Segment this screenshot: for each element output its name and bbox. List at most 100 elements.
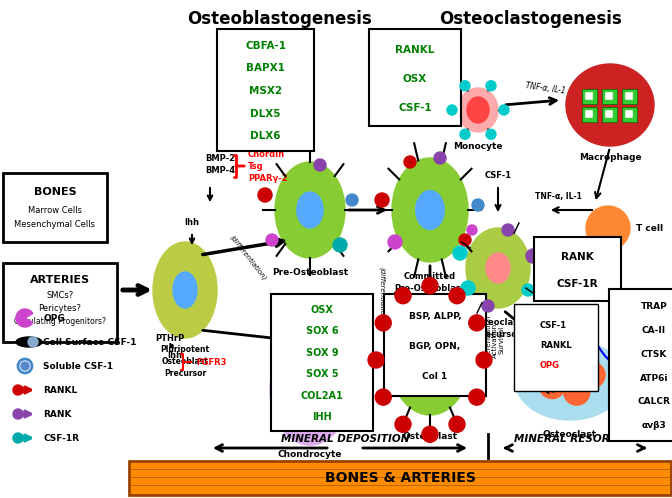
Text: SOX 5: SOX 5 (306, 370, 338, 379)
Ellipse shape (270, 335, 350, 445)
Circle shape (266, 234, 278, 246)
Ellipse shape (392, 158, 468, 262)
FancyBboxPatch shape (601, 107, 616, 122)
Circle shape (395, 288, 411, 304)
Text: BGP, OPN,: BGP, OPN, (409, 342, 460, 351)
FancyBboxPatch shape (625, 110, 633, 118)
Text: SOX 9: SOX 9 (306, 348, 338, 358)
Text: CSF-1: CSF-1 (540, 321, 567, 330)
Text: Chondrocyte: Chondrocyte (278, 450, 342, 459)
Ellipse shape (566, 64, 654, 146)
Ellipse shape (28, 337, 38, 347)
Text: CA-II: CA-II (642, 326, 666, 335)
Text: BMP-2: BMP-2 (205, 153, 235, 162)
FancyBboxPatch shape (601, 89, 616, 104)
Text: Monocyte: Monocyte (453, 142, 503, 151)
Text: CSF-1: CSF-1 (398, 103, 432, 113)
Circle shape (333, 238, 347, 252)
Circle shape (375, 389, 391, 405)
Text: Osteoblast: Osteoblast (162, 357, 208, 366)
Text: OPG: OPG (43, 314, 65, 323)
Text: Col 1: Col 1 (423, 373, 448, 381)
Circle shape (522, 284, 534, 296)
Text: CALCR: CALCR (638, 397, 671, 406)
Text: MINERAL RESORPTION: MINERAL RESORPTION (514, 434, 646, 444)
Text: BAPX1: BAPX1 (246, 63, 285, 74)
FancyBboxPatch shape (271, 294, 373, 431)
Text: COL2A1: COL2A1 (300, 391, 343, 401)
Ellipse shape (16, 337, 42, 347)
Text: SOX 6: SOX 6 (306, 326, 338, 337)
FancyBboxPatch shape (534, 237, 621, 301)
Text: Mesenchymal Cells: Mesenchymal Cells (15, 220, 95, 229)
Text: Committed: Committed (404, 272, 456, 281)
Circle shape (486, 129, 496, 139)
Circle shape (422, 278, 438, 294)
Ellipse shape (486, 253, 510, 283)
FancyBboxPatch shape (217, 29, 314, 151)
FancyBboxPatch shape (129, 461, 671, 495)
FancyBboxPatch shape (622, 107, 636, 122)
Circle shape (13, 409, 23, 419)
Text: Circulating Progenitors?: Circulating Progenitors? (14, 317, 106, 326)
Text: RANK: RANK (43, 409, 71, 418)
Text: DLX6: DLX6 (250, 131, 281, 141)
Circle shape (453, 246, 467, 260)
Text: CBFA-1: CBFA-1 (245, 41, 286, 51)
Circle shape (449, 288, 465, 304)
Text: Differentiation: Differentiation (485, 315, 491, 365)
Ellipse shape (297, 192, 323, 228)
Circle shape (388, 235, 402, 249)
Text: Osx: Osx (392, 290, 411, 299)
Text: BONES & ARTERIES: BONES & ARTERIES (325, 471, 475, 485)
Text: BONES: BONES (34, 187, 77, 197)
Circle shape (476, 352, 492, 368)
Circle shape (539, 373, 565, 398)
Text: PTHrP: PTHrP (155, 334, 185, 343)
Circle shape (499, 105, 509, 115)
FancyBboxPatch shape (581, 107, 597, 122)
Text: Survival: Survival (499, 326, 505, 354)
Text: DLX5: DLX5 (250, 109, 281, 119)
Circle shape (13, 385, 23, 395)
Text: Osteoblastogenesis: Osteoblastogenesis (187, 10, 372, 28)
FancyBboxPatch shape (384, 294, 486, 396)
Wedge shape (16, 309, 33, 327)
FancyBboxPatch shape (622, 89, 636, 104)
Text: αvβ3: αvβ3 (642, 421, 667, 430)
Text: CSF-1R: CSF-1R (43, 433, 79, 443)
Text: T cell: T cell (636, 224, 663, 233)
Text: FGFR3: FGFR3 (196, 358, 226, 367)
Text: Soluble CSF-1: Soluble CSF-1 (43, 362, 113, 371)
FancyBboxPatch shape (514, 304, 598, 391)
Ellipse shape (390, 305, 470, 415)
Circle shape (486, 81, 496, 91)
Circle shape (447, 105, 457, 115)
Circle shape (461, 281, 475, 295)
Circle shape (18, 359, 32, 373)
Text: Ihh: Ihh (167, 351, 183, 360)
Ellipse shape (173, 272, 197, 308)
Text: Pluripotent: Pluripotent (161, 345, 210, 354)
FancyBboxPatch shape (3, 173, 107, 242)
Circle shape (375, 193, 389, 207)
Ellipse shape (275, 162, 345, 258)
Circle shape (395, 416, 411, 432)
FancyBboxPatch shape (585, 110, 593, 118)
Text: IHH: IHH (312, 412, 332, 422)
Text: TRAP: TRAP (640, 302, 667, 311)
Circle shape (467, 225, 477, 235)
Circle shape (482, 300, 494, 312)
Text: BSP, ALPP,: BSP, ALPP, (409, 312, 461, 321)
Ellipse shape (416, 191, 444, 230)
Text: Chordin: Chordin (248, 149, 285, 158)
Text: OSX: OSX (403, 74, 427, 84)
Text: CSF-1R: CSF-1R (556, 279, 598, 289)
Text: ARTERIES: ARTERIES (30, 275, 90, 285)
Ellipse shape (467, 97, 489, 123)
FancyBboxPatch shape (605, 110, 613, 118)
Text: Tsg: Tsg (248, 161, 263, 170)
FancyBboxPatch shape (3, 263, 117, 342)
Text: RANK: RANK (561, 252, 594, 262)
Circle shape (579, 362, 605, 388)
